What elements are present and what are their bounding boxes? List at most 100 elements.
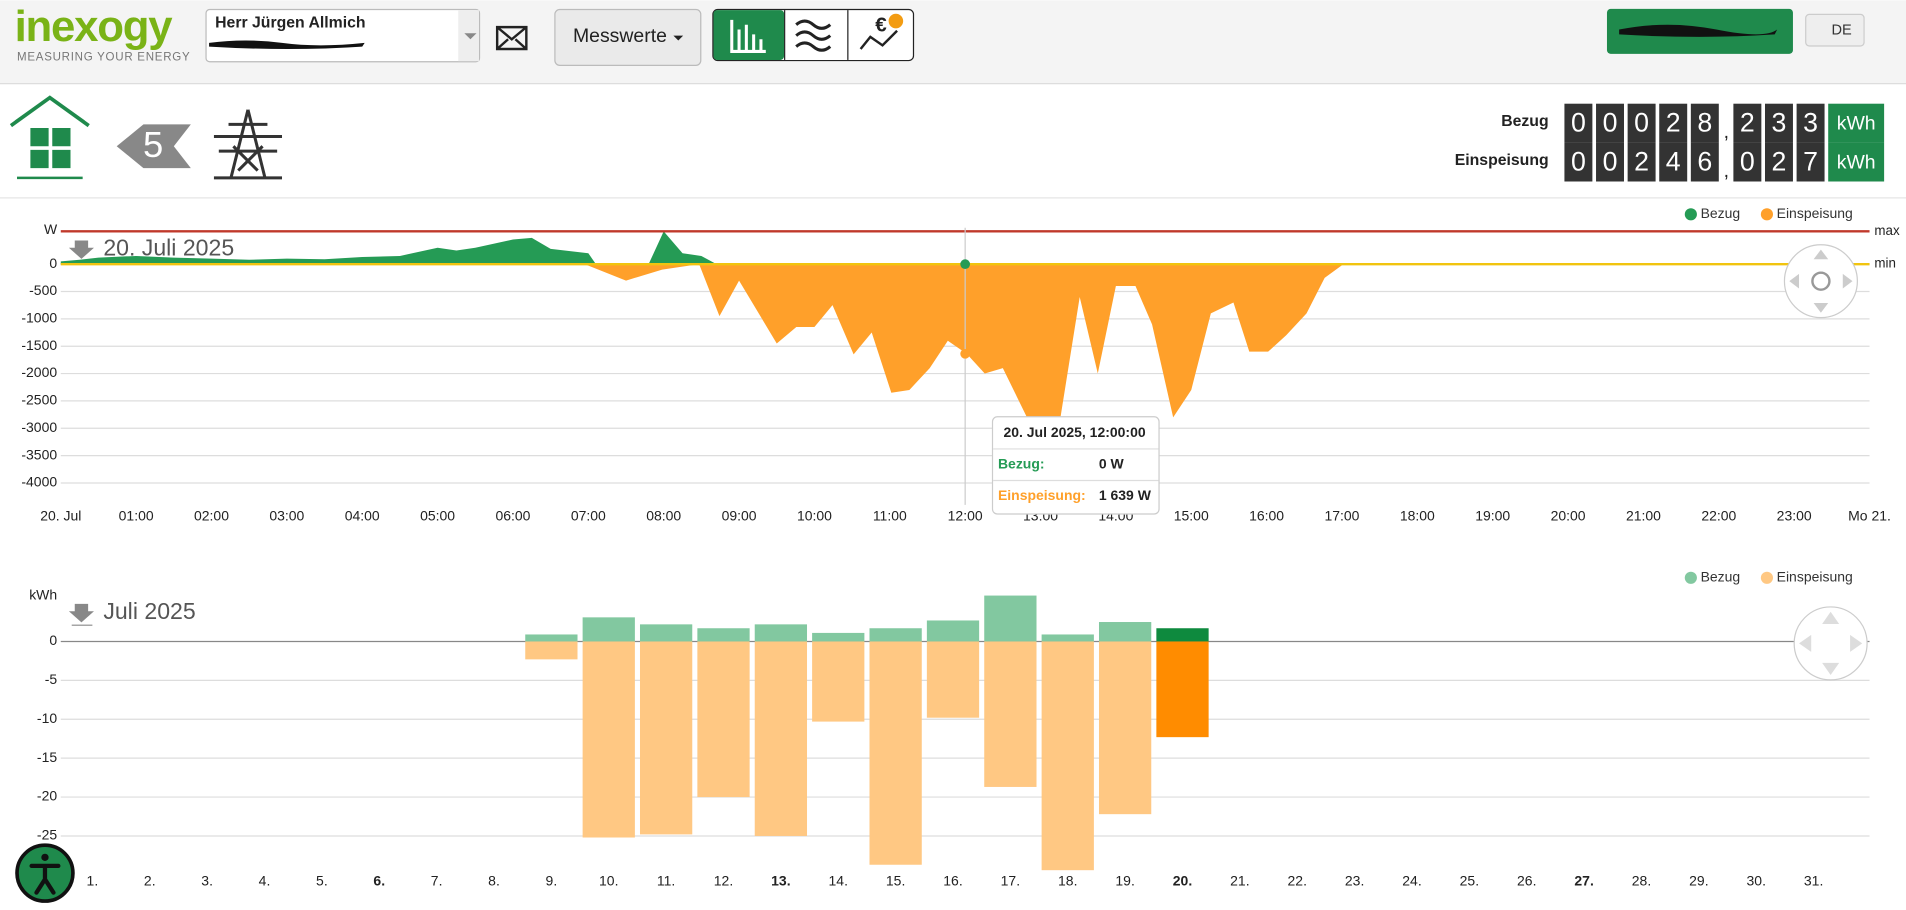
waves-icon xyxy=(795,19,832,52)
menu-label: Messwerte xyxy=(573,25,667,47)
digit: kWh xyxy=(1837,151,1876,173)
x-tick-label: 28. xyxy=(1632,872,1651,888)
x-tick-label: 4. xyxy=(259,872,271,888)
legend-marker xyxy=(1684,571,1697,584)
digit: 2 xyxy=(1666,107,1681,137)
x-tick-label: 15. xyxy=(886,872,905,888)
digit-box xyxy=(1764,142,1793,182)
limit-label: min xyxy=(1874,256,1896,271)
bar xyxy=(984,595,1037,642)
y-tick-label: -1500 xyxy=(21,337,57,353)
bar xyxy=(812,632,865,642)
caret xyxy=(673,35,684,41)
x-tick-label: 3. xyxy=(201,872,213,888)
y-tick-label: -15 xyxy=(37,749,57,765)
x-tick-label: 08:00 xyxy=(646,508,681,524)
y-tick-label: -1000 xyxy=(21,310,57,326)
legend-label: Bezug xyxy=(1701,568,1741,584)
pylon-icon xyxy=(213,109,283,180)
x-tick-label: 09:00 xyxy=(722,508,757,524)
digit-box xyxy=(1596,142,1624,182)
redacted xyxy=(209,40,365,50)
bar xyxy=(582,641,635,838)
digit: 4 xyxy=(1666,146,1681,176)
bar xyxy=(639,624,693,642)
area xyxy=(584,264,1344,434)
user-select[interactable]: Herr Jürgen Allmich xyxy=(205,8,481,63)
legend-label: Einspeisung xyxy=(1777,568,1853,584)
bar xyxy=(754,624,808,642)
bar xyxy=(1041,641,1094,871)
x-tick-label: 18. xyxy=(1058,872,1077,888)
x-tick-label: 10:00 xyxy=(797,508,832,524)
nav-control[interactable] xyxy=(1793,606,1868,681)
digit: 2 xyxy=(1772,146,1787,176)
x-tick-label: 07:00 xyxy=(571,508,606,524)
x-tick-label: 04:00 xyxy=(345,508,380,524)
digit: 0 xyxy=(1571,146,1586,176)
nav-center[interactable] xyxy=(1811,271,1831,291)
digit-box xyxy=(1690,103,1719,143)
x-tick-label: 20:00 xyxy=(1551,508,1586,524)
bar xyxy=(525,641,578,660)
chart-title: 20. Juli 2025 xyxy=(103,235,234,261)
bar xyxy=(869,628,922,642)
price-icon xyxy=(859,29,898,50)
hover-marker xyxy=(960,348,971,359)
digit: 3 xyxy=(1803,107,1818,137)
download-icon xyxy=(68,603,94,626)
mail-icon[interactable] xyxy=(495,25,528,51)
digit: 3 xyxy=(1772,107,1787,137)
y-tick-label: -500 xyxy=(29,282,57,298)
x-tick-label: 11. xyxy=(657,872,675,888)
x-tick-label: 22:00 xyxy=(1701,508,1736,524)
x-tick-label: 1. xyxy=(87,872,99,888)
legend-marker xyxy=(1684,208,1697,221)
digit-box xyxy=(1659,142,1688,182)
legend-label: Bezug xyxy=(1701,205,1741,221)
digit-box xyxy=(1690,142,1719,182)
menu-box[interactable] xyxy=(554,8,702,67)
bar xyxy=(525,634,578,642)
digit: 7 xyxy=(1803,146,1818,176)
charts: 0 -500 -1000 -1500 -2000 -2500 -3000 -3500 -4000… xyxy=(21,205,1900,888)
view-toggle[interactable]: € xyxy=(712,8,915,62)
x-tick-label: 25. xyxy=(1460,872,1479,888)
digit: 0 xyxy=(1603,107,1618,137)
x-tick-label: 05:00 xyxy=(420,508,455,524)
bar xyxy=(754,641,808,836)
bar xyxy=(697,641,750,798)
bar xyxy=(1098,622,1152,642)
bars-icon xyxy=(730,19,766,53)
x-tick-label: 31. xyxy=(1804,872,1823,888)
x-tick-label: 06:00 xyxy=(495,508,530,524)
house-windows xyxy=(30,128,71,169)
bar xyxy=(1041,634,1094,642)
x-tick-label: 24. xyxy=(1402,872,1421,888)
x-tick-label: 12. xyxy=(714,872,733,888)
language-button[interactable] xyxy=(1805,13,1865,47)
x-tick-label: 01:00 xyxy=(119,508,154,524)
y-tick-label: -2000 xyxy=(21,364,57,380)
x-tick-label: 20. xyxy=(1173,872,1192,888)
digit: 0 xyxy=(1603,146,1618,176)
nav-control[interactable] xyxy=(1783,244,1858,319)
y-tick-label: -3000 xyxy=(21,419,57,435)
x-tick-label: 10. xyxy=(599,872,618,888)
x-tick-label: 18:00 xyxy=(1400,508,1435,524)
y-tick-label: 0 xyxy=(49,632,57,648)
digit: 0 xyxy=(1740,146,1755,176)
x-tick-label: 19:00 xyxy=(1475,508,1510,524)
badge xyxy=(116,124,191,169)
x-tick-label: 23. xyxy=(1345,872,1364,888)
menu-button[interactable]: Messwerte xyxy=(554,8,702,67)
x-tick-label: 02:00 xyxy=(194,508,229,524)
digit-box xyxy=(1564,103,1593,143)
x-tick-label: 11:00 xyxy=(873,508,907,524)
select-arrow xyxy=(464,33,477,40)
bar xyxy=(1156,628,1209,642)
tooltip-label: Einspeisung: xyxy=(998,487,1086,503)
tooltip-label: Bezug: xyxy=(998,455,1045,471)
